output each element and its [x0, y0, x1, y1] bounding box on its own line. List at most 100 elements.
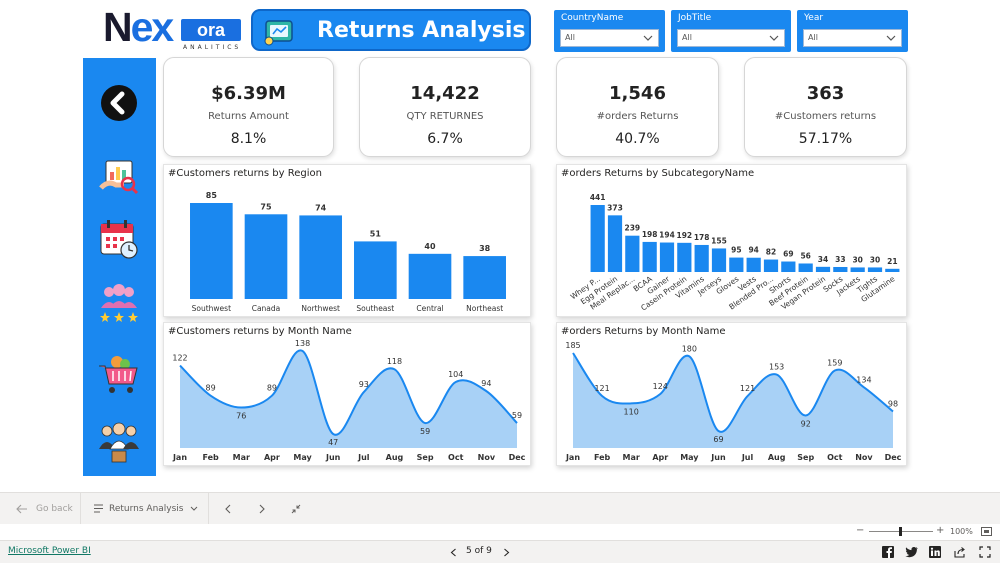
next-page-icon[interactable]: [258, 504, 266, 514]
data-label: 40: [424, 242, 436, 251]
shopping-cart-icon[interactable]: [97, 352, 141, 396]
data-label: 180: [682, 344, 697, 353]
data-label: 159: [827, 358, 842, 367]
back-arrow-icon[interactable]: [100, 84, 138, 122]
fit-to-page-icon[interactable]: [981, 527, 992, 536]
slicer-label: Year: [804, 13, 824, 23]
data-label: 94: [748, 246, 758, 255]
data-label: 59: [420, 427, 430, 436]
tick-label: Southwest: [192, 304, 231, 313]
data-label: 124: [653, 382, 668, 391]
chart-orders-by-month[interactable]: #orders Returns by Month Name 185 Jan 121 F…: [556, 322, 907, 466]
tick-label: Feb: [594, 453, 611, 462]
data-label: 155: [711, 236, 727, 245]
data-label: 118: [387, 357, 402, 366]
data-label: 110: [624, 407, 639, 416]
go-back-button[interactable]: Go back: [36, 504, 73, 514]
bar: [815, 266, 831, 272]
tick-label: Jul: [741, 453, 754, 462]
customers-rating-icon[interactable]: [97, 282, 141, 322]
previous-page-icon[interactable]: [450, 548, 457, 557]
tick-label: Northwest: [301, 304, 340, 313]
zoom-out-button[interactable]: −: [856, 525, 865, 536]
facebook-icon[interactable]: [882, 546, 894, 558]
returns-analysis-icon: [264, 20, 293, 46]
bar: [763, 259, 779, 272]
page-selector[interactable]: Returns Analysis: [109, 504, 184, 514]
bar: [833, 266, 848, 272]
kpi-card-returns-amount: $6.39M Returns Amount 8.1%: [163, 57, 334, 157]
nexora-logo: Nex ora ANALITICS: [103, 4, 243, 54]
bar: [408, 253, 452, 299]
data-label: 38: [479, 244, 491, 253]
data-label: 95: [731, 246, 741, 255]
logo-subtitle: ANALITICS: [183, 44, 242, 51]
twitter-icon[interactable]: [905, 546, 918, 558]
series-line: [572, 352, 894, 433]
kpi-percentage: 6.7%: [427, 131, 463, 147]
page-list-icon: [94, 504, 103, 513]
kpi-value: 14,422: [410, 83, 480, 104]
calendar-clock-icon[interactable]: [99, 218, 139, 260]
customers-month-area-chart: 122 Jan 89 Feb 76 Mar 89 Apr 138 May 47 Jun 93 Jul 118…: [172, 339, 526, 462]
zoom-slider-thumb[interactable]: [899, 527, 902, 536]
team-icon[interactable]: [96, 421, 142, 465]
chart-orders-by-subcategory[interactable]: #orders Returns by SubcategoryName 441 Wh…: [556, 164, 907, 317]
previous-page-icon[interactable]: [224, 504, 232, 514]
report-navigation-bar: Go back Returns Analysis: [0, 492, 1000, 525]
data-label: 122: [172, 354, 187, 363]
data-label: 134: [856, 375, 871, 384]
power-bi-link[interactable]: Microsoft Power BI: [8, 546, 91, 556]
zoom-in-button[interactable]: +: [936, 525, 945, 536]
bar: [463, 256, 506, 299]
kpi-value: 363: [806, 83, 845, 104]
linkedin-icon[interactable]: [929, 546, 941, 558]
data-label: 74: [315, 203, 327, 212]
year-dropdown[interactable]: All: [803, 29, 902, 47]
kpi-value: $6.39M: [211, 83, 286, 104]
chevron-down-icon[interactable]: [190, 506, 198, 512]
jobtitle-dropdown[interactable]: All: [677, 29, 785, 47]
share-icon[interactable]: [954, 546, 966, 558]
tick-label: Nov: [478, 453, 496, 462]
page-title-banner: Returns Analysis: [251, 9, 531, 51]
data-label: 21: [887, 257, 897, 266]
data-label: 153: [769, 363, 784, 372]
bar: [299, 215, 342, 299]
tick-label: Oct: [448, 453, 464, 462]
bar: [642, 241, 657, 272]
data-label: 76: [236, 412, 246, 421]
tick-label: Dec: [885, 453, 902, 462]
bar: [190, 203, 233, 299]
report-analysis-icon[interactable]: [98, 158, 140, 196]
slicer-value: All: [565, 33, 575, 42]
chart-customers-by-region[interactable]: #Customers returns by Region 85 Southwest…: [163, 164, 531, 317]
tick-label: Jun: [710, 453, 726, 462]
region-bar-chart: 85 Southwest 75 Canada 74 Northwest 51 Southeas…: [190, 191, 506, 313]
country-dropdown[interactable]: All: [560, 29, 659, 47]
data-label: 75: [260, 202, 272, 211]
data-label: 138: [295, 339, 310, 348]
slicer-value: All: [682, 33, 692, 42]
data-label: 56: [800, 251, 810, 260]
bar: [781, 261, 796, 272]
fullscreen-icon[interactable]: [979, 546, 991, 558]
data-label: 89: [267, 384, 277, 393]
slicer-label: CountryName: [561, 13, 624, 23]
tick-label: Mar: [233, 453, 250, 462]
tick-label: Jan: [172, 453, 187, 462]
tick-label: Jul: [357, 453, 370, 462]
collapse-icon[interactable]: [291, 504, 301, 514]
chart-customers-by-month[interactable]: #Customers returns by Month Name 122 Jan 8…: [163, 322, 531, 466]
tick-label: Jan: [565, 453, 580, 462]
kpi-label: Returns Amount: [208, 111, 289, 122]
slicer-value: All: [808, 33, 818, 42]
kpi-percentage: 8.1%: [230, 131, 267, 147]
chart-title: #Customers returns by Month Name: [168, 326, 352, 337]
zoom-level: 100%: [950, 527, 973, 536]
data-label: 185: [565, 341, 580, 350]
next-page-icon[interactable]: [503, 548, 510, 557]
data-label: 30: [870, 255, 880, 264]
data-label: 194: [659, 231, 675, 240]
